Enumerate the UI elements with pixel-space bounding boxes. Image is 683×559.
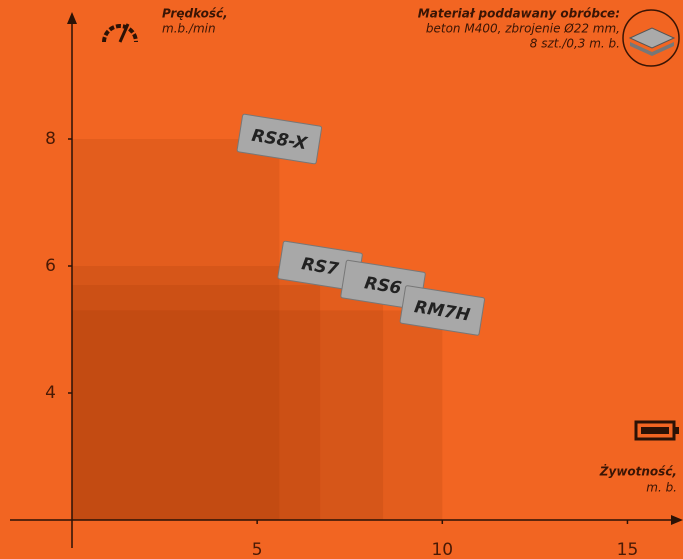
life-unit: m. b. xyxy=(646,481,677,495)
material-icon xyxy=(622,9,680,67)
y-tick-label: 8 xyxy=(45,129,56,149)
x-tick-label: 10 xyxy=(431,540,453,559)
y-tick-label: 6 xyxy=(45,256,56,276)
product-plate: RM7H xyxy=(399,285,485,336)
area xyxy=(72,139,280,520)
y-arrow xyxy=(67,12,77,24)
material-line: beton M400, zbrojenie Ø22 mm, xyxy=(426,22,620,36)
product-plate: RS7 xyxy=(277,240,363,292)
speed-unit: m.b./min xyxy=(162,22,216,36)
battery-icon xyxy=(634,420,679,441)
area xyxy=(72,285,384,520)
material-title: Materiał poddawany obróbce: xyxy=(418,7,620,21)
area xyxy=(72,310,443,520)
area xyxy=(72,266,321,520)
life-label: Żywotność, xyxy=(599,464,677,479)
speed-icon xyxy=(102,23,138,43)
speed-label: Prędkość, xyxy=(162,7,228,21)
product-plate: RS8-X xyxy=(236,113,323,165)
x-arrow xyxy=(671,515,683,525)
plate xyxy=(236,113,323,165)
x-tick-label: 5 xyxy=(252,540,263,559)
y-tick-label: 4 xyxy=(45,383,56,403)
material-line: 8 szt./0,3 m. b. xyxy=(530,37,620,51)
x-tick-label: 15 xyxy=(617,540,639,559)
plate xyxy=(399,285,485,336)
